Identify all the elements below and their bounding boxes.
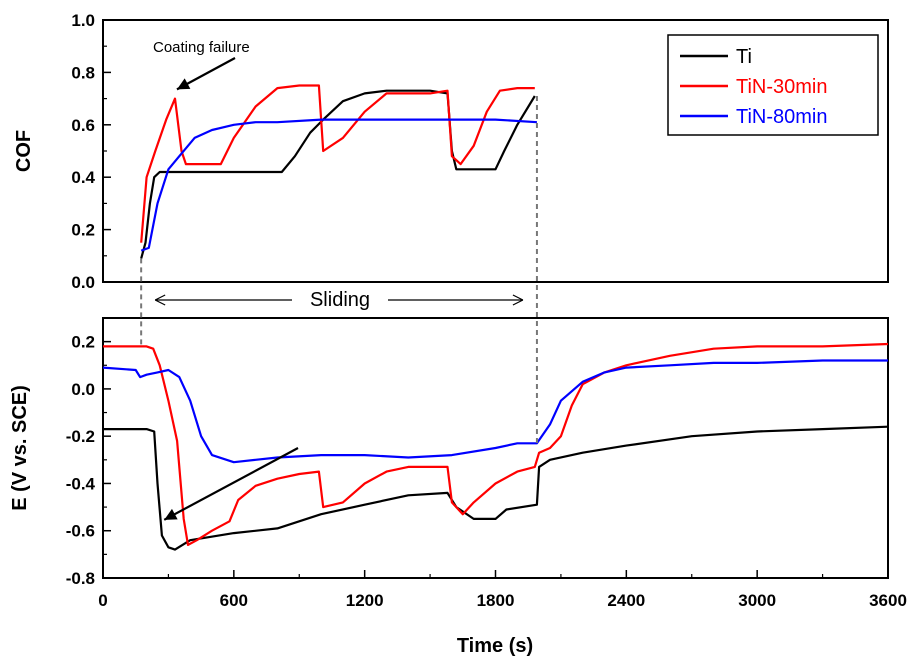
sliding-guides — [140, 95, 538, 444]
bottom-series-group — [102, 342, 889, 551]
x-axis-title: Time (s) — [457, 635, 533, 657]
legend-label-ti: Ti — [736, 46, 752, 68]
bottom-y-tick-label: -0.8 — [66, 569, 95, 588]
bottom-y-tick-label: 0.2 — [71, 333, 95, 352]
top-y-tick-label: 0.2 — [71, 221, 95, 240]
x-tick-label: 1800 — [477, 591, 515, 610]
annotations-group — [163, 57, 299, 521]
top-y-axis-ticks: 0.0 0.2 0.4 0.6 0.8 1.0 — [71, 11, 111, 292]
top-y-tick-label: 0.6 — [71, 116, 95, 135]
potential-drop-arrow-head — [164, 508, 178, 520]
bottom-series-tin-30min — [103, 342, 889, 546]
x-tick-label: 600 — [220, 591, 248, 610]
top-y-axis-title: COF — [13, 130, 35, 172]
bottom-y-axis-title: E (V vs. SCE) — [9, 385, 31, 511]
potential-drop-arrow-shaft — [163, 447, 299, 521]
sliding-label: Sliding — [310, 289, 370, 311]
coating-failure-label: Coating failure — [153, 39, 250, 56]
x-tick-label: 2400 — [607, 591, 645, 610]
legend-label-tin-30min: TiN-30min — [736, 76, 828, 98]
bottom-y-tick-label: -0.6 — [66, 522, 95, 541]
x-tick-label: 1200 — [346, 591, 384, 610]
x-tick-label: 3000 — [738, 591, 776, 610]
top-y-tick-label: 0.4 — [71, 168, 95, 187]
bottom-y-tick-label: -0.4 — [66, 474, 96, 493]
bottom-y-tick-label: -0.2 — [66, 427, 95, 446]
x-tick-label: 3600 — [869, 591, 907, 610]
top-series-ti — [140, 89, 536, 259]
bottom-axis-ticks: -0.8 -0.6 -0.4 -0.2 0.0 0.2 0 600 1200 1800 2400 30… — [66, 333, 907, 610]
bottom-series-ti — [103, 425, 889, 551]
top-series-group — [140, 84, 537, 259]
top-y-tick-label: 1.0 — [71, 11, 95, 30]
top-y-tick-label: 0.0 — [71, 273, 95, 292]
sliding-arrow-left-head — [154, 294, 166, 306]
top-y-tick-label: 0.8 — [71, 63, 95, 82]
bottom-series-tin-80min — [102, 359, 888, 464]
sliding-arrow-right-head — [512, 294, 524, 306]
legend-label-tin-80min: TiN-80min — [736, 106, 828, 128]
legend: Ti TiN-30min TiN-80min — [667, 34, 879, 136]
top-series-tin-30min — [140, 84, 535, 243]
bottom-y-tick-label: 0.0 — [71, 380, 95, 399]
top-series-tin-80min — [140, 118, 537, 252]
x-tick-label: 0 — [98, 591, 107, 610]
coating-failure-arrow-head — [176, 78, 191, 90]
